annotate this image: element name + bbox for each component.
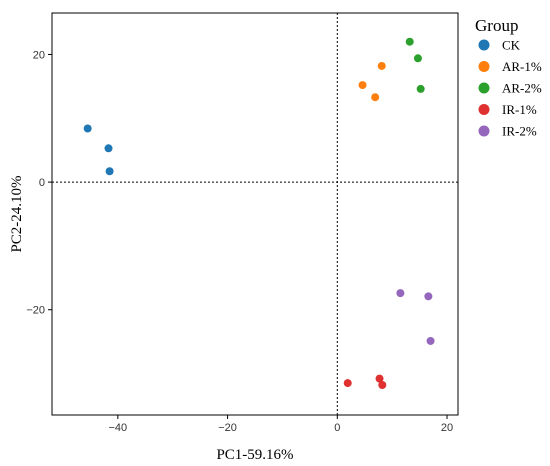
- data-point-ar-2-: [413, 54, 422, 63]
- y-axis-title: PC2-24.10%: [9, 175, 25, 252]
- legend-marker: [478, 104, 490, 115]
- legend-label: CK: [502, 38, 521, 53]
- data-point-ir-1-: [378, 381, 387, 390]
- x-axis-title: PC1-59.16%: [216, 447, 293, 463]
- legend-label: IR-1%: [502, 102, 537, 117]
- data-point-ar-1-: [377, 61, 386, 70]
- x-tick-label: −20: [218, 422, 237, 434]
- data-point-ir-2-: [426, 336, 435, 345]
- y-tick-label: −20: [26, 305, 45, 317]
- x-tick-label: 0: [334, 422, 340, 434]
- legend-marker: [478, 125, 490, 137]
- data-point-ck: [83, 124, 92, 133]
- legend-label: AR-2%: [502, 81, 542, 96]
- x-tick-label: −40: [109, 422, 128, 434]
- plot-frame: [51, 12, 459, 416]
- plot-area: −40 −20 0 20 −20 0 20: [26, 12, 459, 434]
- data-point-ar-1-: [371, 93, 380, 102]
- legend-label: AR-1%: [502, 59, 542, 74]
- legend-marker: [478, 82, 490, 94]
- legend-marker: [478, 61, 490, 72]
- data-point-ar-1-: [358, 81, 367, 90]
- data-point-ck: [105, 167, 114, 176]
- legend-title: Group: [475, 16, 518, 35]
- data-point-ck: [104, 144, 113, 153]
- x-tick-label: 20: [441, 422, 453, 434]
- data-point-ar-2-: [405, 37, 414, 46]
- legend-marker: [478, 39, 490, 51]
- data-point-ir-1-: [343, 379, 352, 388]
- data-point-ir-2-: [424, 292, 433, 301]
- data-point-ir-1-: [375, 374, 384, 383]
- data-point-ar-2-: [416, 84, 425, 93]
- legend: Group CK AR-1% AR-2% IR-1% IR-2%: [475, 16, 542, 139]
- legend-label: IR-2%: [502, 124, 537, 139]
- data-point-ir-2-: [396, 289, 405, 298]
- y-tick-label: 20: [33, 49, 45, 61]
- y-tick-label: 0: [39, 177, 45, 189]
